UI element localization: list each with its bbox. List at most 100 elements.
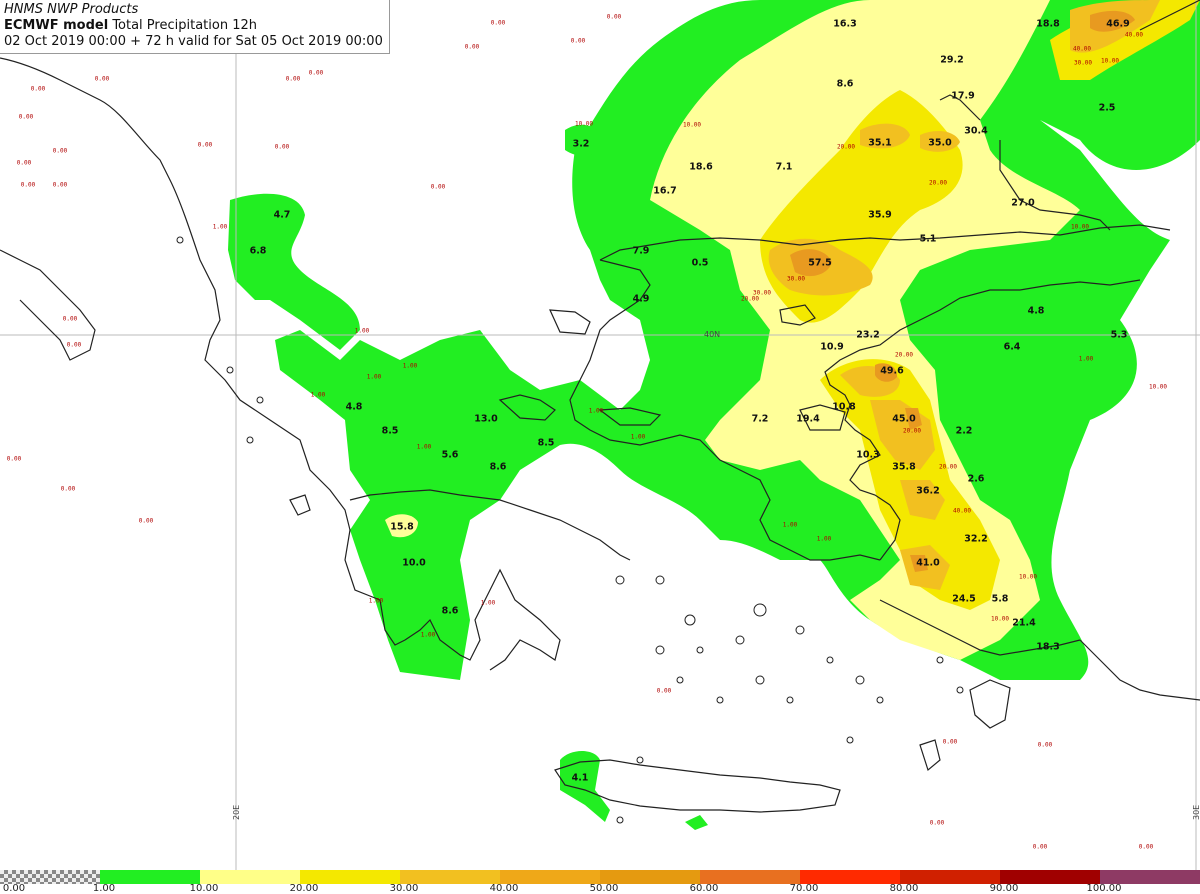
precip-value-label: 15.8 — [390, 521, 414, 533]
precip-value-label: 2.5 — [1098, 102, 1116, 114]
threshold-label: 1.00 — [420, 631, 436, 639]
threshold-label: 20.00 — [740, 295, 760, 303]
threshold-label: 10.00 — [1018, 573, 1038, 581]
threshold-label: 1.00 — [1078, 355, 1094, 363]
legend-swatch — [100, 870, 200, 884]
threshold-label: 0.00 — [274, 143, 290, 151]
threshold-label: 0.00 — [430, 183, 446, 191]
threshold-label: 1.00 — [368, 597, 384, 605]
threshold-label: 40.00 — [952, 507, 972, 515]
coastlines — [0, 0, 1200, 813]
legend-label: 30.00 — [389, 883, 419, 894]
precip-value-label: 23.2 — [856, 329, 880, 341]
threshold-label: 1.00 — [630, 433, 646, 441]
precip-value-label: 8.6 — [441, 605, 459, 617]
threshold-label: 10.00 — [1148, 383, 1168, 391]
precip-value-label: 29.2 — [940, 54, 964, 66]
precipitation-map — [0, 0, 1200, 870]
precip-value-label: 17.9 — [951, 90, 975, 102]
precip-value-label: 16.7 — [653, 185, 677, 197]
threshold-label: 1.00 — [480, 599, 496, 607]
precip-value-label: 4.7 — [273, 209, 291, 221]
threshold-label: 1.00 — [366, 373, 382, 381]
precip-value-label: 35.1 — [868, 137, 892, 149]
threshold-label: 20.00 — [836, 143, 856, 151]
threshold-label: 0.00 — [464, 43, 480, 51]
precip-value-label: 7.1 — [775, 161, 793, 173]
threshold-label: 10.00 — [990, 615, 1010, 623]
legend-swatch — [800, 870, 900, 884]
legend-swatch — [700, 870, 800, 884]
precip-value-label: 13.0 — [474, 413, 498, 425]
lon-label-30e: 30E — [1192, 804, 1200, 820]
precip-value-label: 10.3 — [856, 449, 880, 461]
legend-swatch — [200, 870, 300, 884]
legend-label: 80.00 — [889, 883, 919, 894]
legend-bar — [0, 870, 1200, 884]
precip-value-label: 10.0 — [402, 557, 426, 569]
threshold-label: 0.00 — [1138, 843, 1154, 851]
precip-value-label: 35.9 — [868, 209, 892, 221]
precip-value-label: 2.2 — [955, 425, 973, 437]
lon-label-20e: 20E — [232, 804, 241, 820]
threshold-label: 0.00 — [16, 159, 32, 167]
precip-value-label: 18.6 — [689, 161, 713, 173]
threshold-label: 0.00 — [1037, 741, 1053, 749]
product-title: HNMS NWP Products — [4, 2, 139, 17]
threshold-label: 1.00 — [588, 407, 604, 415]
precip-value-label: 10.8 — [832, 401, 856, 413]
threshold-label: 0.00 — [138, 517, 154, 525]
legend-label: 100.00 — [1086, 883, 1122, 894]
threshold-label: 1.00 — [402, 362, 418, 370]
threshold-label: 1.00 — [212, 223, 228, 231]
threshold-label: 1.00 — [816, 535, 832, 543]
threshold-label: 0.00 — [18, 113, 34, 121]
threshold-label: 0.00 — [1032, 843, 1048, 851]
threshold-label: 1.00 — [354, 327, 370, 335]
precip-value-label: 21.4 — [1012, 617, 1036, 629]
threshold-label: 0.00 — [929, 819, 945, 827]
threshold-label: 10.00 — [1070, 223, 1090, 231]
precip-value-label: 19.4 — [796, 413, 820, 425]
precip-value-label: 46.9 — [1106, 18, 1130, 30]
legend-label: 90.00 — [989, 883, 1019, 894]
legend-swatch — [1000, 870, 1100, 884]
threshold-label: 0.00 — [30, 85, 46, 93]
threshold-label: 0.00 — [656, 687, 672, 695]
legend-swatch — [400, 870, 500, 884]
legend-swatch — [0, 870, 100, 884]
precip-value-label: 8.6 — [489, 461, 507, 473]
threshold-label: 1.00 — [416, 443, 432, 451]
precip-value-label: 5.6 — [441, 449, 459, 461]
threshold-label: 20.00 — [902, 427, 922, 435]
precip-40mm-areas — [790, 10, 1135, 572]
precip-value-label: 5.3 — [1110, 329, 1128, 341]
model-name: ECMWF model — [4, 18, 109, 33]
precip-value-label: 49.6 — [880, 365, 904, 377]
precip-value-label: 4.8 — [345, 401, 363, 413]
precip-value-label: 6.8 — [249, 245, 267, 257]
precip-value-label: 4.1 — [571, 772, 589, 784]
precip-value-label: 10.9 — [820, 341, 844, 353]
precip-value-label: 7.9 — [632, 245, 650, 257]
precip-value-label: 35.8 — [892, 461, 916, 473]
threshold-label: 0.00 — [942, 738, 958, 746]
precip-value-label: 32.2 — [964, 533, 988, 545]
legend-label: 0.00 — [2, 883, 26, 894]
precip-value-label: 2.6 — [967, 473, 985, 485]
threshold-label: 30.00 — [752, 289, 772, 297]
threshold-label: 20.00 — [928, 179, 948, 187]
threshold-label: 0.00 — [66, 341, 82, 349]
threshold-label: 0.00 — [606, 13, 622, 21]
threshold-label: 0.00 — [20, 181, 36, 189]
legend-label: 1.00 — [92, 883, 116, 894]
precip-10mm-areas — [385, 0, 1080, 660]
precip-value-label: 4.8 — [1027, 305, 1045, 317]
threshold-label: 10.00 — [1100, 57, 1120, 65]
precip-value-label: 8.5 — [381, 425, 399, 437]
legend-swatch — [500, 870, 600, 884]
threshold-label: 10.00 — [682, 121, 702, 129]
color-legend: 0.00 1.00 10.00 20.00 30.00 40.00 50.00 60.00 70… — [0, 870, 1200, 894]
precip-value-label: 8.6 — [836, 78, 854, 90]
threshold-label: 0.00 — [52, 147, 68, 155]
